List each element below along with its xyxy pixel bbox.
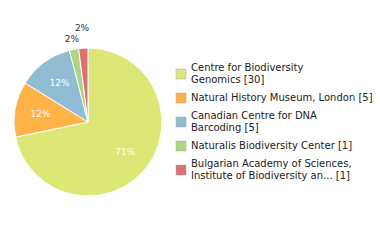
- chart: 71% 12% 12% 2%2% Centre for BiodiversityGeno…: [0, 0, 380, 240]
- legend-label-line: Institute of Biodiversity an... [1]: [191, 170, 350, 181]
- legend-label: Bulgarian Academy of Sciences,Institute …: [191, 158, 352, 181]
- legend-swatch: [176, 141, 186, 151]
- legend-label-line: Naturalis Biodiversity Center [1]: [191, 140, 352, 151]
- legend-label: Canadian Centre for DNABarcoding [5]: [191, 110, 317, 133]
- legend-label-line: Centre for Biodiversity: [191, 62, 304, 73]
- pie-label: 12%: [31, 109, 51, 119]
- legend-swatch: [176, 165, 186, 175]
- legend-label: Natural History Museum, London [5]: [191, 92, 373, 103]
- pie-slice: [79, 48, 88, 122]
- legend-swatch: [176, 117, 186, 127]
- legend-label: Centre for BiodiversityGenomics [30]: [191, 62, 304, 85]
- pie-slice: [69, 49, 88, 122]
- pie-label: 71%: [115, 147, 135, 157]
- pie-label: 2%: [75, 23, 90, 33]
- legend-label-line: Bulgarian Academy of Sciences,: [191, 158, 352, 169]
- legend-label-line: Canadian Centre for DNA: [191, 110, 317, 121]
- legend: Centre for BiodiversityGenomics [30] Natu…: [176, 62, 373, 181]
- legend-swatch: [176, 69, 186, 79]
- legend-label-line: Genomics [30]: [191, 74, 264, 85]
- pie-labels: 71% 12% 12% 2%2%: [31, 23, 136, 157]
- pie-label: 2%: [65, 34, 80, 44]
- legend-label-line: Natural History Museum, London [5]: [191, 92, 373, 103]
- pie: [14, 48, 162, 196]
- legend-swatch: [176, 93, 186, 103]
- legend-label-line: Barcoding [5]: [191, 122, 259, 133]
- legend-label: Naturalis Biodiversity Center [1]: [191, 140, 352, 151]
- pie-label: 12%: [49, 78, 69, 88]
